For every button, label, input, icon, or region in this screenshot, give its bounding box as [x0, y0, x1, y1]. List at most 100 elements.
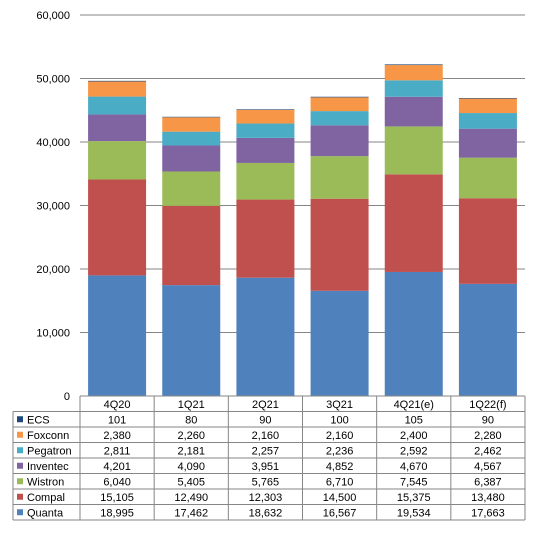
data-table-value: 2,236	[326, 446, 354, 458]
data-table-value: 105	[405, 415, 423, 427]
bar-segment-foxconn	[236, 109, 295, 124]
legend-label: Inventec	[27, 461, 69, 473]
data-table-value: 2,462	[474, 446, 502, 458]
bar-segment-compal	[236, 199, 295, 278]
legend-label: ECS	[27, 415, 50, 427]
data-table-value: 2,811	[104, 446, 131, 458]
data-table-value: 16,567	[323, 508, 357, 520]
data-table-value: 2,400	[400, 430, 428, 442]
y-tick-label: 60,000	[36, 10, 70, 22]
bar-segment-quanta	[88, 275, 147, 396]
bar-segment-compal	[88, 179, 147, 276]
x-tick-label: 1Q22(f)	[469, 399, 506, 411]
data-table-value: 4,090	[177, 461, 205, 473]
data-table-value: 2,380	[103, 430, 131, 442]
bar-segment-ecs	[458, 98, 517, 99]
data-table-value: 101	[108, 415, 126, 427]
bar-segment-foxconn	[88, 81, 147, 97]
data-table-value: 6,040	[103, 477, 131, 489]
data-table-value: 2,592	[400, 446, 428, 458]
bar-segment-foxconn	[384, 65, 443, 81]
legend-swatch-wistron	[17, 478, 23, 485]
bar-segment-foxconn	[162, 117, 221, 132]
bar-segment-foxconn	[310, 97, 369, 112]
bar-segment-pegatron	[458, 113, 517, 129]
data-table-value: 4,201	[103, 461, 131, 473]
data-table-value: 5,765	[252, 477, 280, 489]
legend-label: Wistron	[27, 477, 64, 489]
data-table-value: 12,303	[249, 492, 283, 504]
data-table-value: 6,387	[474, 477, 502, 489]
bar-segment-pegatron	[236, 123, 295, 138]
data-table-value: 4,852	[326, 461, 354, 473]
data-table-value: 90	[482, 415, 494, 427]
data-table-value: 2,160	[326, 430, 354, 442]
x-tick-label: 3Q21	[326, 399, 353, 411]
bar-segment-inventec	[384, 96, 443, 127]
bar-segment-quanta	[310, 290, 369, 396]
y-tick-label: 10,000	[36, 328, 70, 340]
bar-segment-pegatron	[88, 96, 147, 115]
bar-segment-inventec	[162, 145, 221, 172]
data-table-value: 5,405	[177, 477, 205, 489]
data-table-value: 90	[259, 415, 271, 427]
bar-segment-ecs	[236, 109, 295, 110]
bar-segment-pegatron	[384, 80, 443, 97]
data-table-value: 13,480	[471, 492, 505, 504]
legend-swatch-quanta	[17, 509, 23, 516]
bar-segment-wistron	[236, 162, 295, 200]
bar-segment-compal	[458, 198, 517, 284]
data-table-value: 14,500	[323, 492, 357, 504]
data-table-value: 18,995	[100, 508, 134, 520]
data-table-value: 19,534	[397, 508, 431, 520]
y-tick-label: 20,000	[36, 264, 70, 276]
data-table-value: 12,490	[174, 492, 208, 504]
legend-swatch-inventec	[17, 462, 23, 469]
bar-segment-wistron	[162, 171, 221, 206]
bar-segment-ecs	[162, 116, 221, 118]
data-table-value: 100	[330, 415, 348, 427]
legend-swatch-compal	[17, 493, 23, 500]
y-tick-label: 30,000	[36, 201, 70, 213]
bar-segment-wistron	[458, 157, 517, 199]
legend-swatch-pegatron	[17, 447, 23, 454]
bar-segment-pegatron	[162, 131, 221, 146]
legend-swatch-ecs	[17, 416, 23, 423]
bar-segment-quanta	[162, 285, 221, 396]
bar-segment-inventec	[236, 137, 295, 163]
x-tick-label: 2Q21	[252, 399, 279, 411]
bar-segment-wistron	[310, 156, 369, 199]
data-table-value: 2,260	[177, 430, 205, 442]
bar-segment-inventec	[88, 114, 147, 142]
x-tick-label: 4Q21(e)	[394, 399, 434, 411]
bar-segment-inventec	[310, 125, 369, 157]
bar-segment-foxconn	[458, 98, 517, 114]
data-table-value: 2,257	[252, 446, 280, 458]
bar-segment-quanta	[458, 283, 517, 396]
bar-segment-ecs	[310, 96, 369, 98]
bar-segment-compal	[310, 198, 369, 291]
data-table-value: 7,545	[400, 477, 428, 489]
data-table-value: 15,375	[397, 492, 431, 504]
data-table-value: 4,567	[474, 461, 502, 473]
bar-segment-compal	[162, 205, 221, 286]
y-tick-label: 40,000	[36, 137, 70, 149]
data-table-value: 4,670	[400, 461, 428, 473]
bar-segment-ecs	[384, 64, 443, 66]
bar-segment-compal	[384, 174, 443, 272]
bar-segment-quanta	[384, 271, 443, 396]
legend-label: Compal	[27, 492, 65, 504]
data-table-value: 17,663	[471, 508, 505, 520]
y-tick-label: 50,000	[36, 74, 70, 86]
data-table-value: 2,181	[177, 446, 205, 458]
data-table-value: 18,632	[249, 508, 283, 520]
data-table-value: 17,462	[174, 508, 208, 520]
legend-swatch-foxconn	[17, 431, 23, 438]
bar-segment-wistron	[88, 141, 147, 180]
bar-segment-pegatron	[310, 111, 369, 126]
data-table-value: 2,280	[474, 430, 502, 442]
bar-segment-inventec	[458, 128, 517, 158]
y-tick-label: 0	[64, 391, 70, 403]
bar-segment-ecs	[88, 80, 147, 82]
